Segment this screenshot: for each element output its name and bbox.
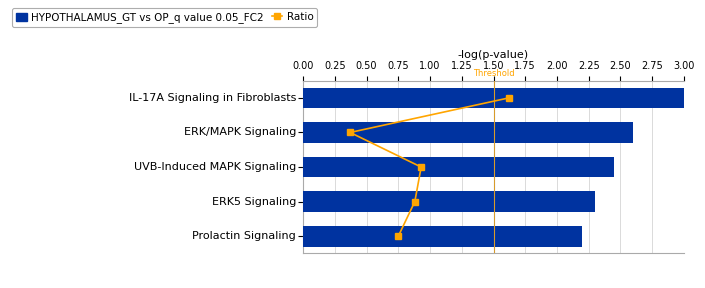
Bar [303, 88, 684, 108]
Legend: HYPOTHALAMUS_GT vs OP_q value 0.05_FC2, Ratio: HYPOTHALAMUS_GT vs OP_q value 0.05_FC2, … [12, 8, 317, 27]
Text: IL-17A Signaling in Fibroblasts: IL-17A Signaling in Fibroblasts [129, 93, 296, 103]
Bar [303, 157, 614, 177]
Bar [303, 191, 595, 212]
Text: UVB-Induced MAPK Signaling: UVB-Induced MAPK Signaling [134, 162, 296, 172]
Text: ERK/MAPK Signaling: ERK/MAPK Signaling [184, 128, 296, 137]
Bar [303, 122, 633, 143]
Text: Threshold: Threshold [472, 69, 515, 77]
Text: Prolactin Signaling: Prolactin Signaling [192, 231, 296, 241]
Bar [303, 226, 582, 247]
Text: ERK5 Signaling: ERK5 Signaling [212, 197, 296, 206]
X-axis label: -log(p-value): -log(p-value) [458, 50, 529, 60]
